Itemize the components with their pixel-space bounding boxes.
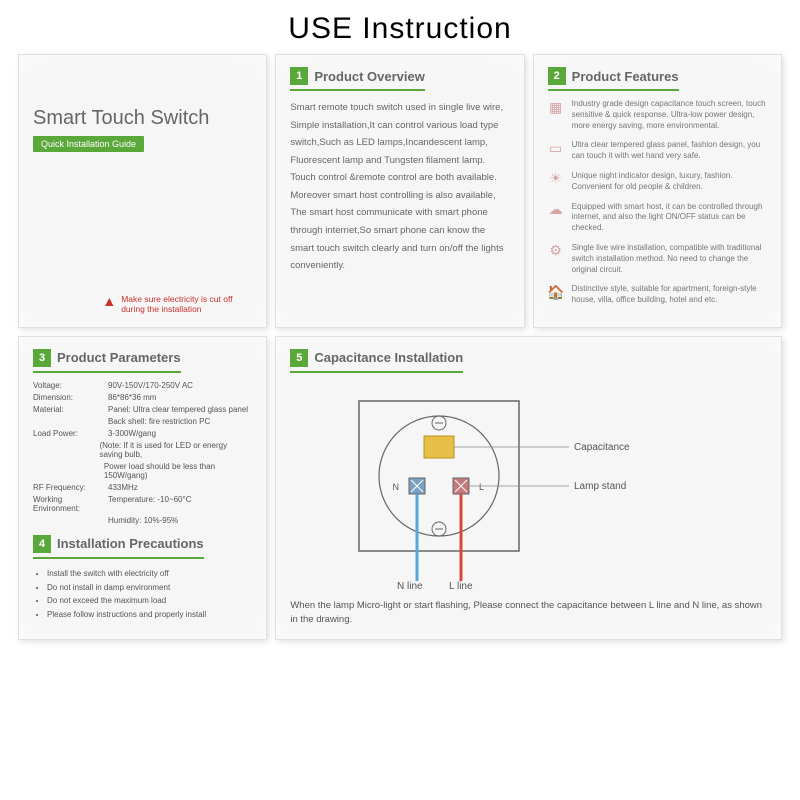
- feature-row: ⚙ Single live wire installation, compatib…: [548, 243, 767, 275]
- feature-icon: 🏠: [548, 284, 564, 300]
- feature-icon: ☀: [548, 171, 564, 187]
- parameter-label: [33, 516, 108, 525]
- precaution-item: Do not install in damp environment: [47, 581, 252, 595]
- parameter-label: [33, 417, 108, 426]
- overview-text: Smart remote touch switch used in single…: [290, 99, 509, 275]
- parameter-row: Voltage:90V-150V/170-250V AC: [33, 381, 252, 390]
- features-heading: 2 Product Features: [548, 67, 679, 91]
- parameters-num: 3: [33, 349, 51, 367]
- feature-icon: ▭: [548, 140, 564, 156]
- features-list: ▦ Industry grade design capacitance touch…: [548, 99, 767, 306]
- feature-icon: ☁: [548, 202, 564, 218]
- parameter-value: 433MHz: [108, 483, 138, 492]
- feature-text: Unique night indicator design, luxury, f…: [572, 171, 767, 193]
- parameters-panel: 3 Product Parameters Voltage:90V-150V/17…: [18, 336, 267, 641]
- parameter-row: Working Environment:Temperature: -10~60°…: [33, 495, 252, 513]
- parameter-row: Dimension:86*86*36 mm: [33, 393, 252, 402]
- installation-panel: 5 Capacitance Installation N L N line L lin…: [275, 336, 782, 641]
- cover-badge: Quick Installation Guide: [33, 136, 144, 152]
- svg-text:N: N: [392, 482, 399, 492]
- cover-panel: Smart Touch Switch Quick Installation Gu…: [18, 54, 267, 328]
- parameter-label: [33, 441, 99, 459]
- feature-text: Equipped with smart host, it can be cont…: [572, 202, 767, 234]
- warning-icon: ▲: [102, 294, 116, 308]
- svg-text:L: L: [479, 482, 484, 492]
- parameter-value: Humidity: 10%-95%: [108, 516, 178, 525]
- overview-panel: 1 Product Overview Smart remote touch sw…: [275, 54, 524, 328]
- parameter-value: Power load should be less than 150W/gang…: [104, 462, 252, 480]
- feature-row: ▭ Ultra clear tempered glass panel, fashi…: [548, 140, 767, 162]
- parameter-value: 3-300W/gang: [108, 429, 156, 438]
- parameter-value: Temperature: -10~60°C: [108, 495, 191, 513]
- installation-num: 5: [290, 349, 308, 367]
- features-panel: 2 Product Features ▦ Industry grade desig…: [533, 54, 782, 328]
- parameter-value: 90V-150V/170-250V AC: [108, 381, 193, 390]
- parameter-label: RF Frequency:: [33, 483, 108, 492]
- precautions-title: Installation Precautions: [57, 536, 204, 551]
- parameter-value: Back shell: fire restriction PC: [108, 417, 210, 426]
- precautions-heading: 4 Installation Precautions: [33, 535, 204, 559]
- cover-warning-text: Make sure electricity is cut off during …: [121, 294, 252, 315]
- feature-row: 🏠 Distinctive style, suitable for apartme…: [548, 284, 767, 306]
- parameter-label: Material:: [33, 405, 108, 414]
- overview-heading: 1 Product Overview: [290, 67, 425, 91]
- parameters-title: Product Parameters: [57, 350, 181, 365]
- parameter-row: Material:Panel: Ultra clear tempered gla…: [33, 405, 252, 414]
- precaution-item: Do not exceed the maximum load: [47, 594, 252, 608]
- svg-text:Capacitance: Capacitance: [574, 442, 630, 453]
- precautions-num: 4: [33, 535, 51, 553]
- features-title: Product Features: [572, 69, 679, 84]
- parameter-label: Dimension:: [33, 393, 108, 402]
- parameter-label: Load Power:: [33, 429, 108, 438]
- feature-row: ☁ Equipped with smart host, it can be con…: [548, 202, 767, 234]
- feature-row: ▦ Industry grade design capacitance touch…: [548, 99, 767, 131]
- feature-row: ☀ Unique night indicator design, luxury, …: [548, 171, 767, 193]
- page-title: USE Instruction: [0, 0, 800, 54]
- svg-text:L line: L line: [449, 581, 473, 591]
- precautions-list: Install the switch with electricity offD…: [47, 567, 252, 621]
- parameter-row: Load Power:3-300W/gang: [33, 429, 252, 438]
- parameter-row: Humidity: 10%-95%: [33, 516, 252, 525]
- parameter-row: Back shell: fire restriction PC: [33, 417, 252, 426]
- parameters-heading: 3 Product Parameters: [33, 349, 181, 373]
- overview-title: Product Overview: [314, 69, 425, 84]
- parameter-label: Voltage:: [33, 381, 108, 390]
- feature-text: Ultra clear tempered glass panel, fashio…: [572, 140, 767, 162]
- parameter-row: RF Frequency:433MHz: [33, 483, 252, 492]
- panel-grid: Smart Touch Switch Quick Installation Gu…: [0, 54, 800, 658]
- svg-text:Lamp stand: Lamp stand: [574, 481, 626, 492]
- parameter-label: [33, 462, 104, 480]
- feature-icon: ▦: [548, 99, 564, 115]
- precaution-item: Please follow instructions and properly …: [47, 608, 252, 622]
- feature-text: Distinctive style, suitable for apartmen…: [572, 284, 767, 306]
- feature-text: Single live wire installation, compatibl…: [572, 243, 767, 275]
- installation-heading: 5 Capacitance Installation: [290, 349, 463, 373]
- svg-text:N line: N line: [397, 581, 423, 591]
- parameters-list: Voltage:90V-150V/170-250V ACDimension:86…: [33, 381, 252, 525]
- parameter-value: Panel: Ultra clear tempered glass panel: [108, 405, 248, 414]
- parameter-value: 86*86*36 mm: [108, 393, 156, 402]
- features-num: 2: [548, 67, 566, 85]
- overview-num: 1: [290, 67, 308, 85]
- parameter-row: Power load should be less than 150W/gang…: [33, 462, 252, 480]
- feature-text: Industry grade design capacitance touch …: [572, 99, 767, 131]
- parameter-label: Working Environment:: [33, 495, 108, 513]
- precaution-item: Install the switch with electricity off: [47, 567, 252, 581]
- installation-note: When the lamp Micro-light or start flash…: [290, 599, 767, 628]
- cover-title: Smart Touch Switch: [33, 107, 252, 130]
- parameter-row: (Note: If it is used for LED or energy s…: [33, 441, 252, 459]
- feature-icon: ⚙: [548, 243, 564, 259]
- parameter-value: (Note: If it is used for LED or energy s…: [99, 441, 252, 459]
- installation-title: Capacitance Installation: [314, 350, 463, 365]
- wiring-diagram: N L N line L line Capacitance Lamp stand: [299, 381, 759, 591]
- cover-warning: ▲ Make sure electricity is cut off durin…: [102, 294, 252, 315]
